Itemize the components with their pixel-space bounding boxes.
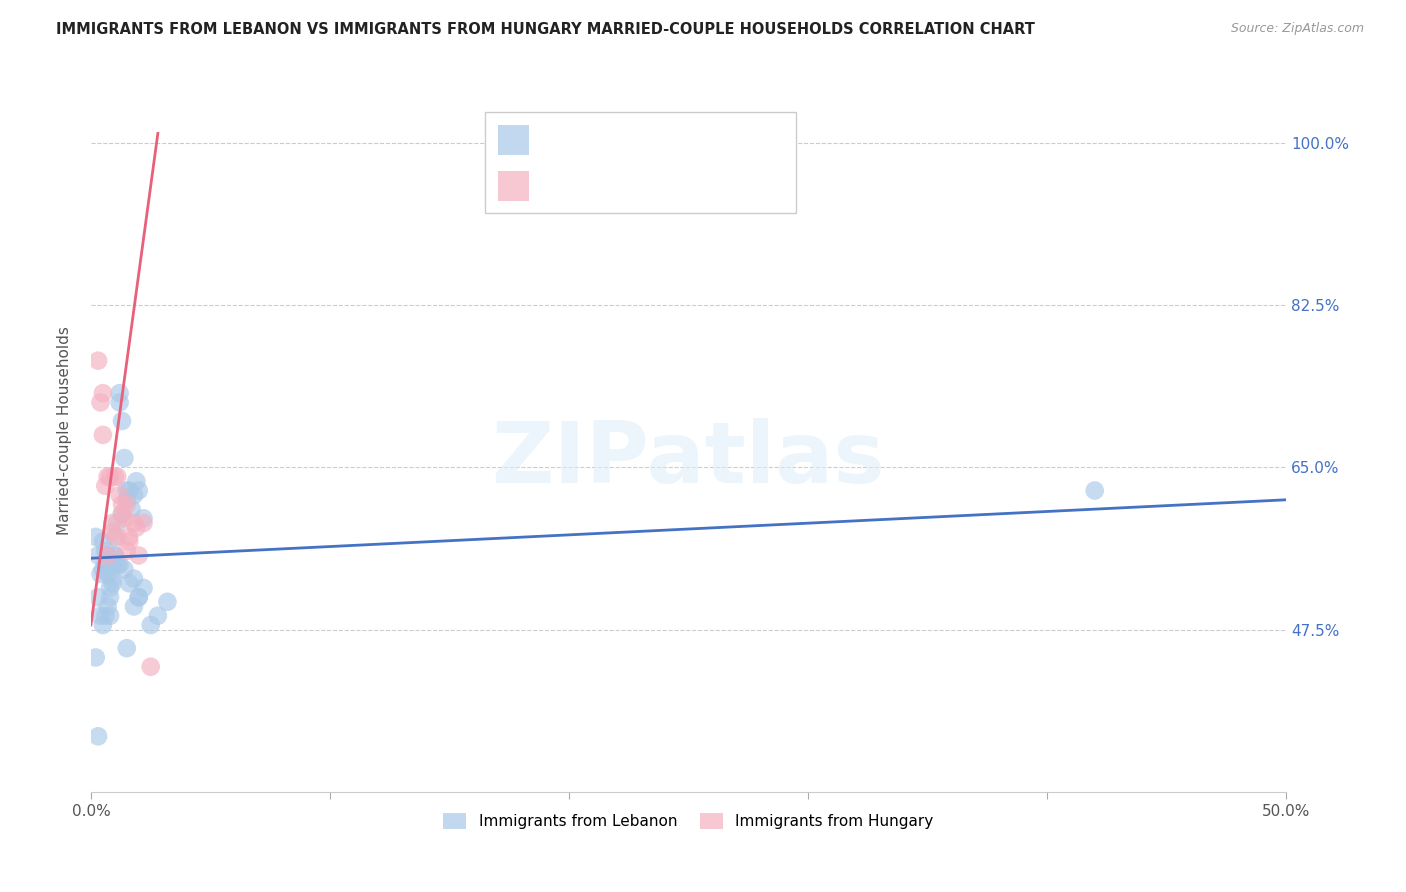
Point — [132, 516, 155, 530]
Point — [115, 492, 138, 507]
Point — [121, 502, 143, 516]
Point — [115, 498, 138, 512]
Point — [101, 572, 124, 586]
Point — [94, 479, 117, 493]
Point — [125, 475, 148, 489]
Point — [118, 534, 141, 549]
Point — [97, 549, 120, 563]
Point — [104, 530, 127, 544]
Point — [105, 530, 128, 544]
Point — [128, 590, 150, 604]
Point — [122, 572, 145, 586]
Legend: Immigrants from Lebanon, Immigrants from Hungary: Immigrants from Lebanon, Immigrants from… — [437, 806, 939, 835]
Point — [108, 395, 131, 409]
Point — [105, 516, 128, 530]
Point — [84, 530, 107, 544]
Point — [94, 544, 117, 558]
Point — [89, 608, 111, 623]
Text: ZIPatlas: ZIPatlas — [492, 417, 886, 500]
Text: Source: ZipAtlas.com: Source: ZipAtlas.com — [1230, 22, 1364, 36]
Point — [125, 521, 148, 535]
Point — [118, 530, 141, 544]
Point — [128, 590, 150, 604]
Point — [108, 386, 131, 401]
Point — [91, 428, 114, 442]
Point — [98, 581, 121, 595]
Point — [104, 549, 127, 563]
Point — [132, 581, 155, 595]
Point — [97, 549, 120, 563]
Point — [122, 488, 145, 502]
Point — [111, 507, 134, 521]
Point — [97, 566, 120, 581]
Point — [105, 469, 128, 483]
Point — [128, 549, 150, 563]
Point — [101, 525, 124, 540]
Point — [122, 516, 145, 530]
Point — [91, 618, 114, 632]
Point — [101, 516, 124, 530]
Point — [1084, 483, 1107, 498]
Point — [115, 483, 138, 498]
Point — [111, 507, 134, 521]
Point — [87, 353, 110, 368]
Point — [94, 608, 117, 623]
Point — [128, 483, 150, 498]
Point — [112, 451, 135, 466]
Point — [94, 558, 117, 572]
Point — [115, 641, 138, 656]
Point — [98, 469, 121, 483]
Point — [122, 599, 145, 614]
Point — [118, 576, 141, 591]
Point — [91, 386, 114, 401]
Point — [118, 483, 141, 498]
Point — [111, 414, 134, 428]
Point — [108, 488, 131, 502]
Point — [97, 469, 120, 483]
Point — [87, 549, 110, 563]
Point — [139, 618, 162, 632]
Text: IMMIGRANTS FROM LEBANON VS IMMIGRANTS FROM HUNGARY MARRIED-COUPLE HOUSEHOLDS COR: IMMIGRANTS FROM LEBANON VS IMMIGRANTS FR… — [56, 22, 1035, 37]
Point — [91, 534, 114, 549]
Y-axis label: Married-couple Households: Married-couple Households — [58, 326, 72, 534]
Point — [104, 549, 127, 563]
Point — [112, 511, 135, 525]
Point — [115, 544, 138, 558]
Point — [111, 498, 134, 512]
Point — [156, 595, 179, 609]
Point — [108, 558, 131, 572]
Point — [84, 650, 107, 665]
Point — [139, 659, 162, 673]
Point — [91, 562, 114, 576]
Point — [89, 566, 111, 581]
Point — [98, 590, 121, 604]
Point — [104, 469, 127, 483]
Point — [101, 576, 124, 591]
Point — [112, 562, 135, 576]
Point — [89, 395, 111, 409]
Point — [101, 558, 124, 572]
Point — [97, 599, 120, 614]
Point — [98, 608, 121, 623]
Point — [105, 558, 128, 572]
Point — [132, 511, 155, 525]
Point — [146, 608, 169, 623]
Point — [87, 590, 110, 604]
Point — [87, 729, 110, 743]
